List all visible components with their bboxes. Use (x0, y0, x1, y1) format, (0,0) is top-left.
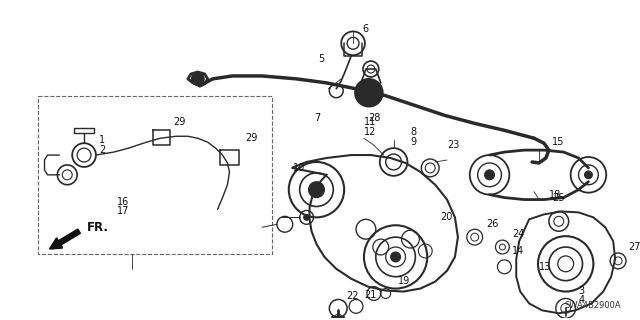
Text: 4: 4 (579, 295, 585, 305)
Text: 5: 5 (319, 54, 324, 64)
Text: 19: 19 (397, 276, 410, 286)
Text: 3: 3 (579, 285, 585, 296)
Circle shape (308, 182, 324, 197)
Text: 29: 29 (173, 117, 186, 127)
Text: 24: 24 (512, 229, 525, 239)
Text: 25: 25 (552, 193, 564, 203)
Text: 2: 2 (99, 145, 105, 155)
Circle shape (390, 252, 401, 262)
Text: 22: 22 (346, 292, 358, 301)
Text: 9: 9 (410, 137, 417, 147)
Text: 23: 23 (447, 140, 460, 150)
Text: SWA4B2900A: SWA4B2900A (564, 301, 621, 310)
Text: 26: 26 (486, 219, 499, 229)
Text: 1: 1 (99, 135, 105, 145)
Text: 20: 20 (440, 212, 452, 222)
Text: 28: 28 (368, 114, 380, 124)
Text: 8: 8 (410, 127, 417, 137)
Text: 17: 17 (116, 206, 129, 216)
Text: 6: 6 (362, 24, 368, 35)
Circle shape (192, 73, 204, 85)
Text: 21: 21 (364, 290, 376, 300)
Text: 13: 13 (539, 262, 551, 272)
Text: 7: 7 (314, 114, 321, 124)
Text: FR.: FR. (87, 221, 109, 234)
Circle shape (303, 214, 310, 220)
Text: 10: 10 (292, 163, 305, 173)
Text: 27: 27 (628, 242, 640, 252)
FancyArrow shape (49, 229, 81, 249)
Text: 16: 16 (116, 196, 129, 206)
Circle shape (484, 170, 495, 180)
Text: 11: 11 (364, 117, 376, 127)
Bar (38, 96, 272, 254)
Text: 18: 18 (549, 190, 561, 200)
Circle shape (355, 79, 383, 107)
Text: 14: 14 (512, 246, 525, 256)
Circle shape (584, 171, 593, 179)
Text: 29: 29 (245, 133, 258, 143)
Text: 12: 12 (364, 127, 376, 137)
Text: 15: 15 (552, 137, 564, 147)
